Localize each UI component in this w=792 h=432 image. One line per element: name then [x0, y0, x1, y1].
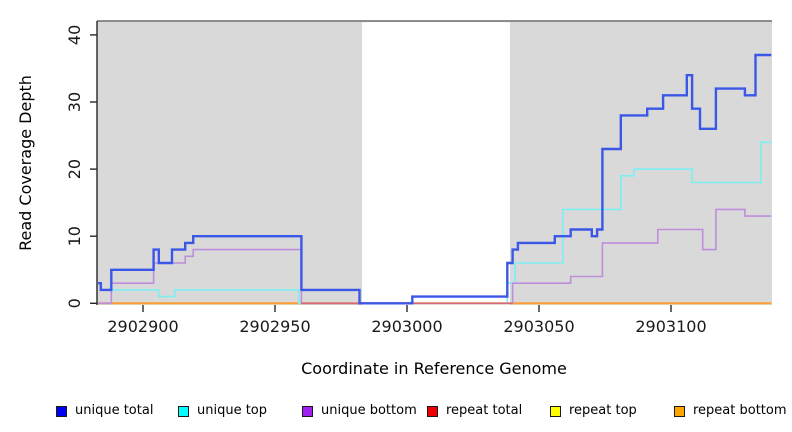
legend-item-unique-bottom: unique bottom	[302, 403, 417, 419]
legend-swatch-repeat-bottom	[674, 405, 685, 417]
plot-area: 2902900 2902950 2903000 2903050 2903100 0 10 20…	[65, 20, 772, 336]
legend-item-unique-total: unique total	[56, 403, 153, 419]
y-tick-label: 40	[65, 25, 84, 45]
x-tick-label: 2902950	[239, 317, 310, 336]
series-line-unique-total	[98, 53, 772, 305]
legend-label-repeat-bottom: repeat bottom	[693, 403, 787, 418]
y-tick-label: 0	[65, 298, 84, 308]
legend-item-unique-top: unique top	[178, 403, 267, 419]
legend-item-repeat-bottom: repeat bottom	[674, 403, 787, 419]
legend-item-repeat-total: repeat total	[427, 403, 522, 419]
legend-label-repeat-top: repeat top	[569, 403, 637, 418]
x-tick-label: 2903050	[503, 317, 574, 336]
legend: unique total unique top unique bottom re…	[0, 400, 792, 424]
x-tick-label: 2903100	[635, 317, 706, 336]
legend-swatch-repeat-top	[550, 405, 561, 417]
legend-label-repeat-total: repeat total	[446, 403, 523, 418]
legend-swatch-unique-top	[178, 405, 189, 417]
y-axis-title: Read Coverage Depth	[16, 75, 35, 251]
legend-label-unique-top: unique top	[197, 403, 268, 418]
series-lines	[98, 53, 772, 305]
coverage-chart-svg: 2902900 2902950 2903000 2903050 2903100 0 10 20…	[16, 20, 772, 378]
legend-swatch-unique-bottom	[302, 405, 313, 417]
legend-swatch-repeat-total	[427, 405, 438, 417]
legend-label-unique-total: unique total	[75, 403, 154, 418]
x-axis-title: Coordinate in Reference Genome	[301, 359, 567, 378]
x-tick-label: 2903000	[371, 317, 442, 336]
masked-region	[362, 22, 510, 305]
y-tick-label: 20	[65, 159, 84, 179]
legend-label-unique-bottom: unique bottom	[321, 403, 417, 418]
y-tick-label: 30	[65, 92, 84, 112]
y-tick-label: 10	[65, 226, 84, 246]
legend-item-repeat-top: repeat top	[550, 403, 637, 419]
series-line-unique-top	[98, 141, 772, 305]
legend-swatch-unique-total	[56, 405, 67, 417]
x-tick-label: 2902900	[107, 317, 178, 336]
